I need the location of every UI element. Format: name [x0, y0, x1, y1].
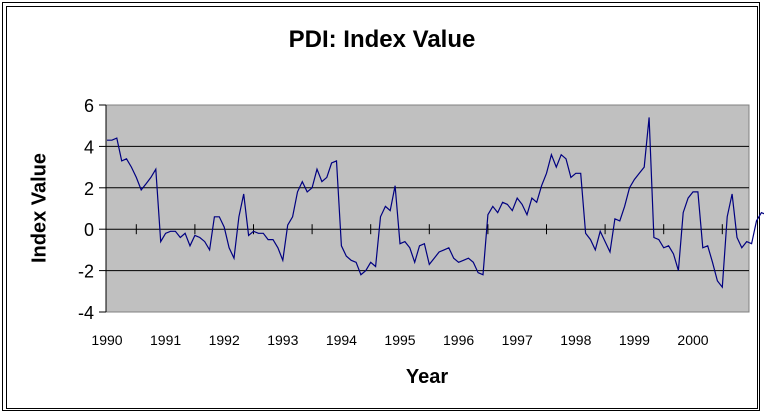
x-tick-label: 2000: [677, 332, 708, 348]
data-line: [107, 117, 764, 289]
x-tick-label: 1997: [502, 332, 533, 348]
y-axis: 6 4 2 0 -2 -4: [78, 96, 107, 323]
x-tick-label: 1995: [384, 332, 415, 348]
chart-outer-border: [2, 2, 760, 411]
x-axis-label: Year: [405, 366, 449, 388]
x-tick-label: 1990: [91, 332, 122, 348]
chart-title: PDI: Index Value: [288, 26, 476, 53]
x-tick-label: 1994: [326, 332, 357, 348]
y-tick-label: 6: [84, 96, 94, 116]
y-tick-label: 4: [84, 137, 94, 157]
plot-area: [105, 104, 750, 313]
x-tick-label: 1993: [267, 332, 298, 348]
x-tick-label: 1996: [443, 332, 474, 348]
y-tick-label: -2: [78, 262, 94, 282]
x-tick-label: 1998: [560, 332, 591, 348]
y-tick-label: 0: [84, 220, 94, 240]
x-axis: 1990 1991 1992 1993 1994 1995 1996 1997 1998 1999…: [91, 224, 723, 348]
x-tick-label: 1992: [209, 332, 240, 348]
x-tick-label: 1999: [619, 332, 650, 348]
x-tick-label: 1991: [150, 332, 181, 348]
y-tick-label: 2: [84, 179, 94, 199]
y-tick-label: -4: [78, 303, 94, 323]
